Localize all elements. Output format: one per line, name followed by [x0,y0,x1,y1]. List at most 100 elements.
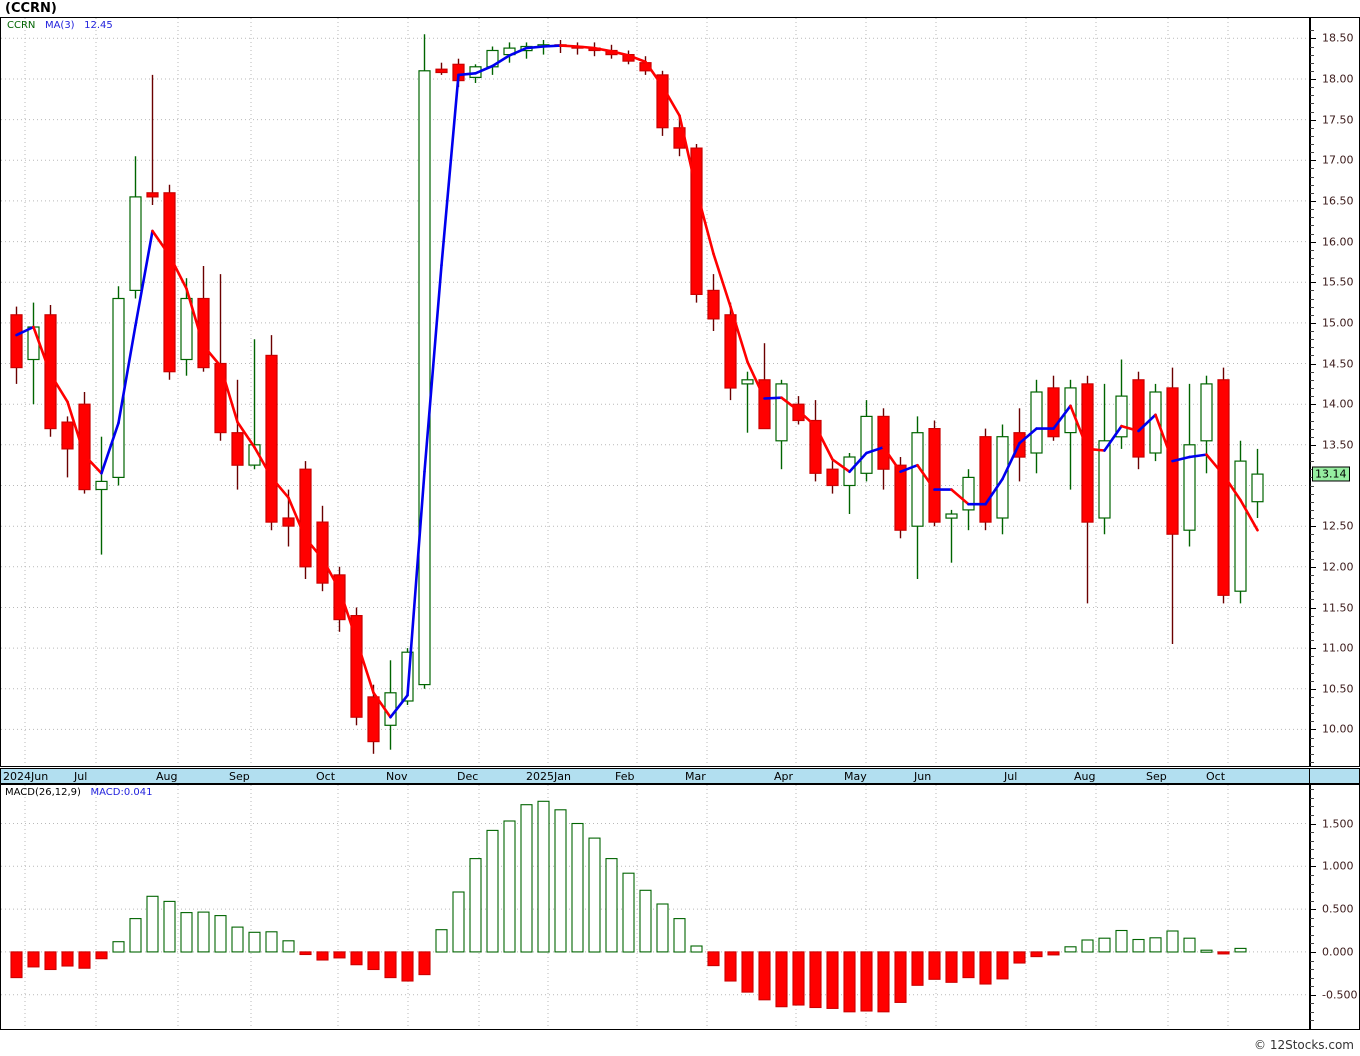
date-axis-label: Aug [1074,770,1096,783]
price-axis-minor-tick [1310,493,1314,495]
price-axis-minor-tick [1310,396,1314,398]
price-axis-minor-tick [1310,550,1314,552]
price-axis-tick [1310,200,1316,202]
price-axis-minor-tick [1310,355,1314,357]
macd-axis-tick [1310,909,1316,911]
date-axis-price-cap [1310,768,1360,784]
date-axis-label: Apr [774,770,794,783]
macd-axis-minor-tick [1310,1011,1314,1013]
price-axis-label: 16.00 [1322,235,1354,249]
price-axis-minor-tick [1310,290,1314,292]
price-axis-minor-tick [1310,144,1314,145]
price-axis-minor-tick [1310,257,1314,259]
macd-axis-minor-tick [1310,797,1314,799]
price-axis-label: 17.50 [1322,113,1354,127]
price-axis-minor-tick [1310,217,1314,219]
price-axis-minor-tick [1310,339,1314,341]
price-axis-minor-tick [1310,152,1314,154]
price-axis-minor-tick [1310,87,1314,89]
price-axis-tick [1310,444,1316,446]
price-axis-label: 10.50 [1322,682,1354,696]
macd-axis-rail [1310,785,1311,1029]
price-axis-tick [1310,363,1316,365]
macd-axis-minor-tick [1310,832,1314,834]
price-axis-minor-tick [1310,274,1314,276]
price-axis-minor-tick [1310,753,1314,755]
price-axis-minor-tick [1310,461,1314,463]
macd-axis-label: 0.000 [1322,945,1354,959]
macd-axis-minor-tick [1310,815,1314,816]
price-axis-minor-tick [1310,379,1314,381]
macd-indicator-label: MACD(26,12,9) [5,787,81,798]
macd-axis-minor-tick [1310,926,1314,928]
price-axis-minor-tick [1310,501,1314,503]
price-axis-minor-tick [1310,518,1314,519]
price-axis-minor-tick [1310,737,1314,739]
price-axis-minor-tick [1310,314,1314,316]
price-axis-label: 10.00 [1322,722,1354,736]
price-axis-tick [1310,241,1316,243]
price-axis-minor-tick [1310,249,1314,251]
price-axis-minor-tick [1310,168,1314,170]
price-axis-minor-tick [1310,713,1314,715]
page-title: (CCRN) [5,1,57,16]
price-axis-minor-tick [1310,30,1314,32]
macd-axis-minor-tick [1310,943,1314,945]
price-axis-tick [1310,119,1316,121]
price-axis-minor-tick [1310,135,1314,137]
date-axis-label: Feb [615,770,635,783]
price-axis-minor-tick [1310,371,1314,373]
macd-axis-minor-tick [1310,1020,1314,1022]
price-axis-minor-tick [1310,127,1314,129]
price-axis-label: 16.50 [1322,194,1354,208]
price-axis-minor-tick [1310,298,1314,300]
price-axis: 18.50 18.00 17.50 17.00 16.50 16.00 15.50 15.00… [1310,17,1360,767]
price-axis-minor-tick [1310,70,1314,72]
date-axis-label: Sep [229,770,250,783]
price-axis-minor-tick [1310,558,1314,560]
price-axis-tick [1310,729,1316,731]
price-axis-tick [1310,404,1316,406]
date-axis-label: Jul [74,770,88,783]
price-axis-minor-tick [1310,696,1314,698]
price-axis-minor-tick [1310,631,1314,633]
macd-axis-minor-tick [1310,917,1314,919]
macd-axis-tick [1310,866,1316,868]
price-axis-minor-tick [1310,266,1314,267]
price-axis-minor-tick [1310,745,1314,747]
macd-axis-minor-tick [1310,789,1314,791]
price-axis-label: 18.00 [1322,72,1354,86]
macd-axis-label: 0.500 [1322,902,1354,916]
macd-value-label: MACD:0.041 [90,787,153,798]
watermark: © 12Stocks.com [1254,1038,1354,1052]
window-title-bar: (CCRN) [0,0,1360,17]
macd-axis-label: -0.500 [1322,988,1358,1002]
macd-axis-minor-tick [1310,977,1314,979]
price-axis-minor-tick [1310,623,1314,625]
price-axis-minor-tick [1310,705,1314,706]
date-axis-price[interactable]: 2024Jun Jul Aug Sep Oct Nov Dec 2025Jan Feb Mar Ap… [0,768,1310,784]
footer [0,1031,1360,1056]
price-axis-tick [1310,322,1316,324]
macd-axis-minor-tick [1310,874,1314,876]
price-axis-tick [1310,282,1316,284]
price-axis-tick [1310,38,1316,40]
price-axis-minor-tick [1310,485,1314,487]
price-axis-minor-tick [1310,542,1314,544]
price-axis-tick [1310,79,1316,80]
price-axis-minor-tick [1310,664,1314,666]
price-axis-minor-tick [1310,599,1314,601]
price-axis-minor-tick [1310,453,1314,454]
macd-chart-panel[interactable]: MACD(26,12,9) MACD:0.041 [0,784,1310,1030]
price-axis-minor-tick [1310,225,1314,227]
macd-axis-tick [1310,994,1316,996]
price-chart-panel[interactable]: CCRN MA(3) 12.45 [0,17,1310,767]
price-axis-minor-tick [1310,95,1314,97]
date-axis-label: 2025Jan [526,770,571,783]
price-axis-tick [1310,526,1316,528]
macd-axis-minor-tick [1310,934,1314,936]
legend-ma-value: 12.45 [84,20,113,31]
price-axis-minor-tick [1310,656,1314,658]
date-axis-label: Aug [156,770,178,783]
